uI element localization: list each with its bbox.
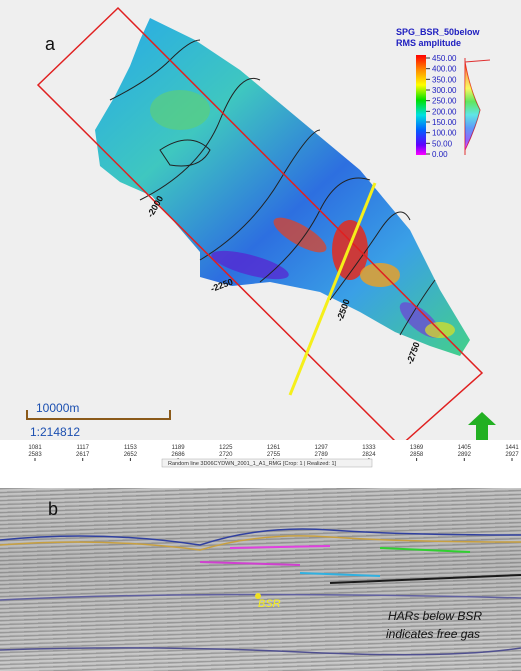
trace-xline: 2892 bbox=[458, 452, 472, 458]
bsr-label: BSR bbox=[258, 598, 281, 610]
trace-inline: 1441 bbox=[505, 445, 519, 451]
legend-value: 350.00 bbox=[432, 75, 457, 84]
north-arrow bbox=[468, 412, 496, 440]
trace-xline: 2789 bbox=[315, 452, 329, 458]
legend-value: 150.00 bbox=[432, 118, 457, 127]
trace-inline: 1081 bbox=[28, 445, 42, 451]
panel-label: a bbox=[45, 34, 56, 54]
legend-value: 0.00 bbox=[432, 150, 448, 159]
trace-inline: 1117 bbox=[76, 445, 89, 451]
scale-bar bbox=[26, 410, 171, 420]
legend-subtitle: RMS amplitude bbox=[396, 38, 461, 48]
bsr-marker bbox=[255, 593, 261, 599]
legend-value: 300.00 bbox=[432, 86, 457, 95]
annotation: HARs below BSR bbox=[388, 609, 482, 623]
trace-xline: 2652 bbox=[124, 452, 138, 458]
legend-value: 100.00 bbox=[432, 129, 457, 138]
trace-xline: 2755 bbox=[267, 452, 281, 458]
legend-value: 400.00 bbox=[432, 65, 457, 74]
trace-inline: 1333 bbox=[362, 445, 376, 451]
legend-value: 50.00 bbox=[432, 139, 453, 148]
trace-inline: 1297 bbox=[315, 445, 329, 451]
trace-inline: 1369 bbox=[410, 445, 424, 451]
trace-inline: 1405 bbox=[458, 445, 472, 451]
trace-xline: 2858 bbox=[410, 452, 424, 458]
reflectors bbox=[0, 528, 521, 656]
trace-xline: 2720 bbox=[219, 452, 233, 458]
trace-xline: 2583 bbox=[28, 452, 42, 458]
line-name: Random line 3D06CYDWN_2001_1_A1_RMG [Cro… bbox=[168, 461, 337, 467]
color-scale bbox=[416, 55, 426, 155]
legend-value: 200.00 bbox=[432, 107, 457, 116]
legend-value: 250.00 bbox=[432, 97, 457, 106]
survey-outline bbox=[36, 6, 484, 448]
trace-xline: 2824 bbox=[362, 452, 376, 458]
trace-inline: 1153 bbox=[124, 445, 138, 451]
legend-value: 450.00 bbox=[432, 54, 457, 63]
random-line-trace bbox=[288, 182, 377, 396]
annotation: indicates free gas bbox=[386, 627, 480, 641]
line-name-box bbox=[161, 458, 373, 468]
trace-inline: 1189 bbox=[172, 445, 186, 451]
trace-xline: 2927 bbox=[505, 452, 519, 458]
trace-inline: 1225 bbox=[219, 445, 233, 451]
trace-inline: 1261 bbox=[267, 445, 281, 451]
trace-xline: 2686 bbox=[171, 452, 185, 458]
legend-title: SPG_BSR_50below bbox=[396, 27, 481, 37]
trace-xline: 2617 bbox=[76, 452, 90, 458]
histogram-fill bbox=[465, 62, 480, 150]
scale-distance: 10000m bbox=[36, 401, 79, 415]
panel-label: b bbox=[48, 499, 58, 519]
scale-ratio: 1:214812 bbox=[30, 425, 80, 439]
